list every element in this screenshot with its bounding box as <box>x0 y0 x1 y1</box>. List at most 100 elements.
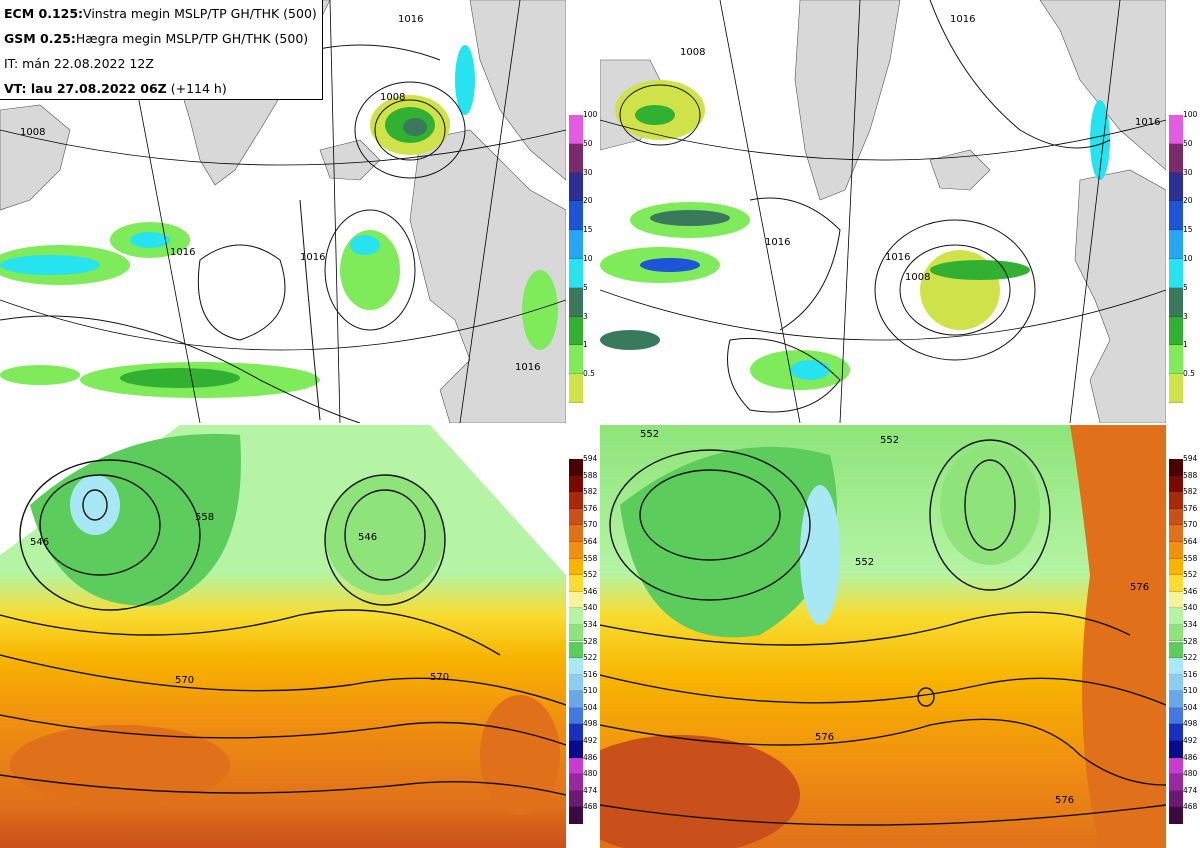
height-scale-label: 528 <box>1183 636 1198 646</box>
gsm-gh-colorbar-labels: 594 588 582 576 570 564 558 552 546 540 534 528 522 5… <box>1183 455 1200 828</box>
height-scale-label: 474 <box>1183 785 1198 795</box>
height-scale-swatch <box>1169 724 1183 742</box>
precip-scale-swatch <box>569 374 583 403</box>
precip-scale-swatch <box>569 230 583 259</box>
height-scale-swatch <box>569 741 583 758</box>
iceland-land <box>929 149 991 191</box>
precip-scale-label: 0.5 <box>583 369 595 379</box>
height-scale-label: 480 <box>1183 769 1198 779</box>
height-scale-label: 540 <box>583 603 598 613</box>
ecm-precip-colorbar <box>569 115 583 403</box>
height-scale-swatch <box>1169 741 1183 758</box>
height-scale-swatch <box>569 558 583 576</box>
height-scale-label: 516 <box>1183 669 1198 679</box>
height-scale-swatch <box>569 541 583 559</box>
height-scale-swatch <box>569 459 583 476</box>
height-scale-label: 546 <box>583 586 598 596</box>
gsm-model-description: Hægra megin MSLP/TP GH/THK (500) <box>75 31 309 46</box>
canada-land <box>0 104 71 211</box>
precip-scale-label: 10 <box>583 254 593 263</box>
isobar-label: 1016 <box>885 252 910 263</box>
precip-scale-label: 1 <box>583 340 588 350</box>
isobar-label: 1016 <box>950 14 975 25</box>
precip-scale-swatch <box>569 172 583 202</box>
forecast-info-box: ECM 0.125:Vinstra megin MSLP/TP GH/THK (… <box>0 0 323 100</box>
contour-label: 576 <box>815 732 834 743</box>
precip-scale-label: 0.5 <box>1183 369 1195 379</box>
precip-scale-swatch <box>569 259 583 288</box>
initial-time: IT: mán 22.08.2022 12Z <box>4 56 154 71</box>
height-scale-label: 468 <box>583 802 598 812</box>
ecm-model-description: Vinstra megin MSLP/TP GH/THK (500) <box>83 6 317 21</box>
height-scale-label: 468 <box>1183 802 1198 812</box>
height-scale-swatch <box>1169 757 1183 775</box>
height-scale-swatch <box>569 658 583 675</box>
height-scale-swatch <box>1169 641 1183 659</box>
precip-scale-label: 100 <box>1183 110 1198 119</box>
contour-label: 552 <box>880 435 899 446</box>
precip-scale-label: 5 <box>583 282 588 292</box>
height-scale-label: 558 <box>583 553 598 563</box>
height-scale-label: 582 <box>583 487 598 497</box>
height-scale-label: 522 <box>1183 653 1198 663</box>
precip-scale-label: 15 <box>1183 225 1193 235</box>
height-scale-label: 588 <box>1183 470 1198 480</box>
precip-scale-label: 15 <box>583 225 593 235</box>
height-scale-swatch <box>569 608 583 625</box>
isobar-label: 1016 <box>398 14 423 25</box>
valid-time: VT: lau 27.08.2022 06Z <box>4 81 167 96</box>
height-scale-label: 528 <box>583 636 598 646</box>
precip-scale-swatch <box>569 201 583 231</box>
height-scale-label: 558 <box>1183 553 1198 563</box>
height-scale-label: 510 <box>583 686 598 696</box>
gsm-gh-map: 552 552 552 576 576 576 <box>600 425 1166 848</box>
height-scale-label: 564 <box>583 536 598 546</box>
contour-label: 546 <box>358 532 377 543</box>
contour-label: 558 <box>195 512 214 523</box>
precip-scale-swatch <box>569 143 583 173</box>
ecm-gh-map: 546 546 570 570 558 <box>0 425 566 848</box>
height-scale-swatch <box>569 641 583 659</box>
contour-label: 576 <box>1130 582 1149 593</box>
scandinavia-land <box>1039 0 1166 171</box>
contour-label: 570 <box>430 672 449 683</box>
isobar-label: 1008 <box>905 272 930 283</box>
height-scale-swatch <box>569 724 583 742</box>
height-scale-label: 492 <box>583 736 598 746</box>
forecast-hour: (+114 h) <box>170 81 227 96</box>
height-scale-swatch <box>569 691 583 708</box>
greenland-land <box>794 0 901 201</box>
height-scale-swatch <box>569 624 583 642</box>
height-scale-label: 576 <box>583 503 598 513</box>
precip-scale-label: 3 <box>1183 311 1188 321</box>
height-scale-label: 564 <box>1183 536 1198 546</box>
height-scale-swatch <box>1169 575 1183 592</box>
precip-scale-swatch <box>1169 201 1183 231</box>
height-scale-label: 576 <box>1183 503 1198 513</box>
ecm-model-name: ECM 0.125: <box>4 6 84 21</box>
contour-label: 570 <box>175 675 194 686</box>
precip-scale-label: 1 <box>1183 340 1188 350</box>
height-scale-swatch <box>1169 807 1183 824</box>
precip-scale-label: 5 <box>1183 282 1188 292</box>
precip-scale-swatch <box>1169 316 1183 346</box>
height-scale-swatch <box>1169 674 1183 692</box>
height-scale-label: 522 <box>583 653 598 663</box>
precip-scale-swatch <box>1169 230 1183 259</box>
isobar-label: 1016 <box>515 362 540 373</box>
precip-scale-label: 100 <box>583 110 598 119</box>
precip-scale-label: 20 <box>583 196 593 206</box>
height-scale-swatch <box>1169 541 1183 559</box>
europe-land <box>1074 169 1166 423</box>
height-scale-swatch <box>569 508 583 526</box>
height-scale-swatch <box>1169 492 1183 509</box>
height-scale-swatch <box>1169 658 1183 675</box>
isobar-label: 1016 <box>170 247 195 258</box>
gsm-model-name: GSM 0.25: <box>4 31 76 46</box>
height-scale-label: 510 <box>1183 686 1198 696</box>
scandinavia-land <box>469 0 566 181</box>
precip-scale-label: 50 <box>1183 138 1193 148</box>
height-scale-label: 540 <box>1183 603 1198 613</box>
contour-label: 552 <box>855 557 874 568</box>
height-scale-label: 534 <box>1183 619 1198 629</box>
